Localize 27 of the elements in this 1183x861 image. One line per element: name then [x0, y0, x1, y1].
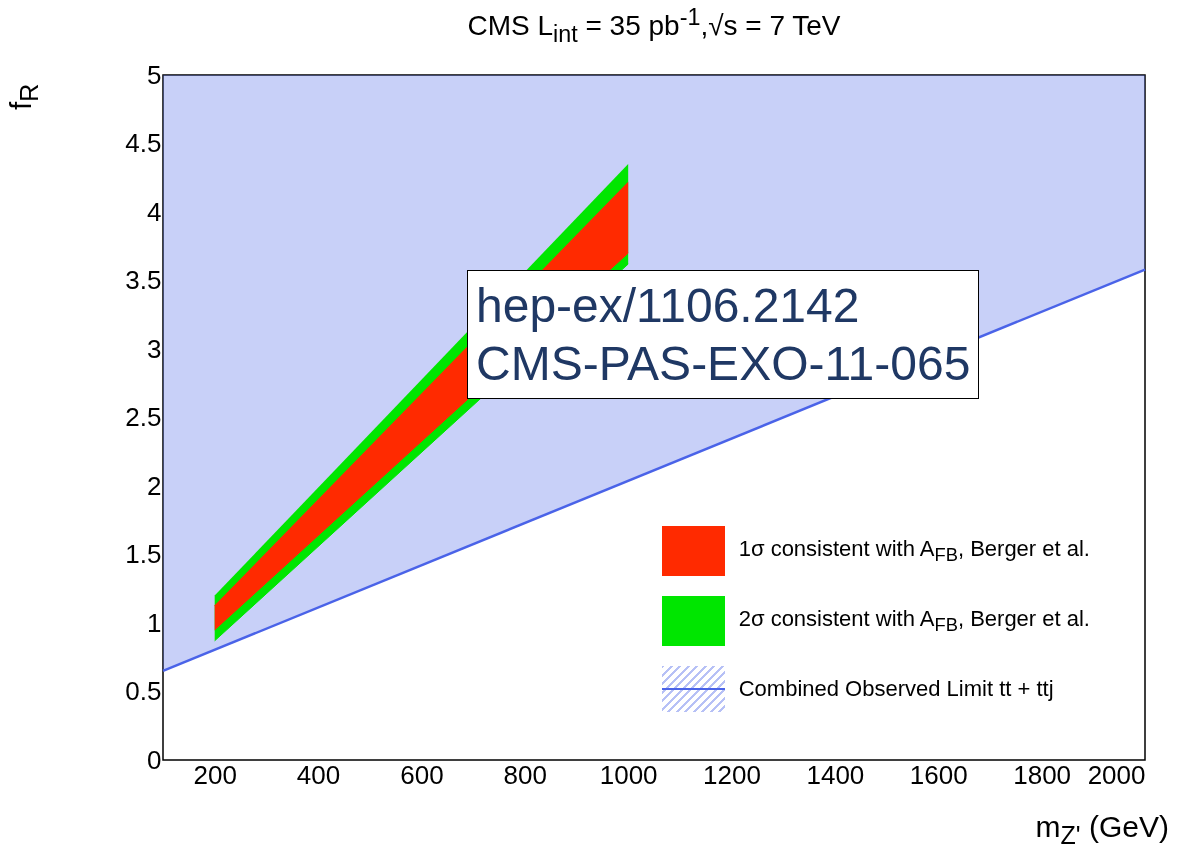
- y-tick-label: 4: [147, 196, 162, 227]
- y-tick-label: 5: [147, 59, 162, 90]
- x-tick-label: 800: [503, 759, 547, 790]
- y-tick-label: 0: [147, 744, 162, 775]
- legend-label: Combined Observed Limit tt + ttj: [738, 676, 1054, 702]
- y-tick-label: 3: [147, 333, 162, 364]
- y-tick-label: 2.5: [125, 402, 162, 432]
- y-tick-label: 0.5: [125, 676, 162, 706]
- annotation: hep-ex/1106.2142 CMS-PAS-EXO-11-065: [467, 270, 980, 400]
- x-tick-label: 1400: [806, 759, 865, 790]
- x-tick-label: 1200: [703, 759, 761, 790]
- x-tick-label: 2000: [1087, 759, 1146, 790]
- y-tick-label: 1: [147, 607, 162, 638]
- x-axis-title: m$_{Z'}$ (GeV): [1035, 810, 1169, 850]
- legend-label: 1σ consistent with A$_{FB}$, Berger et al.: [738, 535, 1090, 567]
- y-tick-label: 4.5: [125, 128, 162, 158]
- x-tick-label: 600: [400, 759, 444, 790]
- x-tick-label: 400: [296, 759, 341, 790]
- chart-title: CMS L$_{int}$ = 35 pb$^{-1}$,√s = 7 TeV: [467, 4, 841, 48]
- y-tick-label: 2: [147, 470, 162, 501]
- x-tick-label: 200: [193, 759, 237, 790]
- legend-label: 2σ consistent with A$_{FB}$, Berger et al.: [738, 605, 1090, 637]
- x-tick-label: 1600: [909, 759, 968, 790]
- x-tick-label: 1000: [599, 759, 658, 790]
- x-tick-label: 1800: [1013, 759, 1072, 790]
- y-tick-label: 3.5: [125, 265, 162, 295]
- y-tick-label: 1.5: [125, 539, 162, 569]
